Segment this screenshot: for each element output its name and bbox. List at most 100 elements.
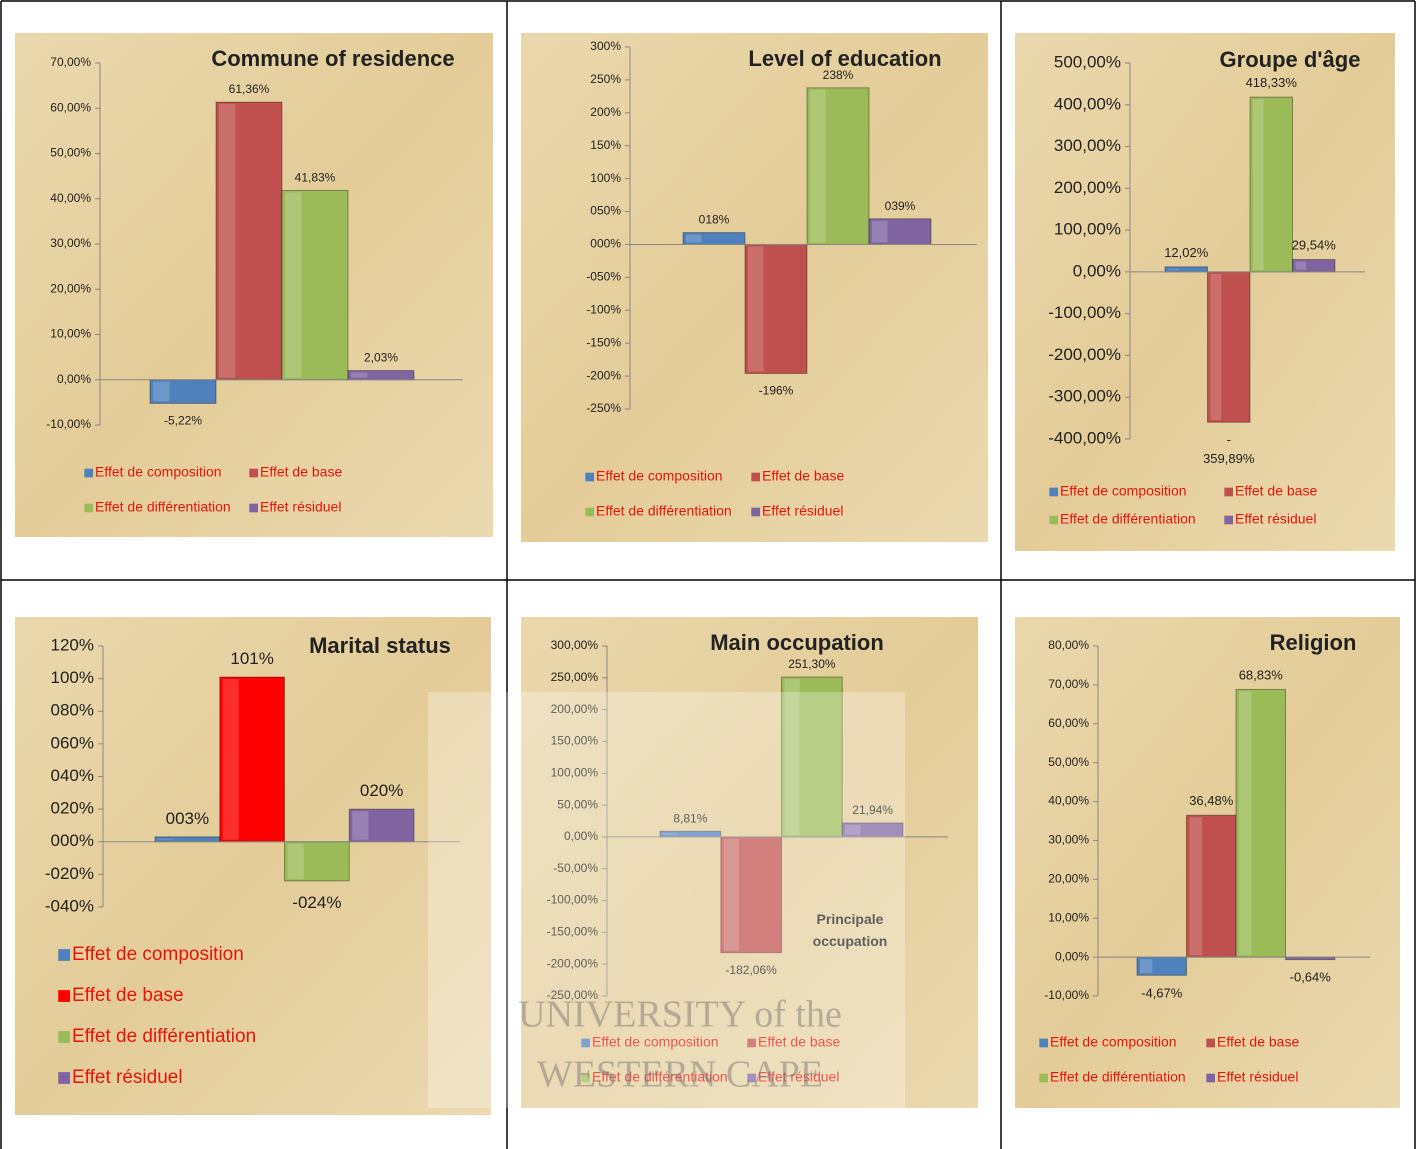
y-tick-label: -10,00% xyxy=(1044,988,1089,1002)
chart-title: Main occupation xyxy=(710,630,884,655)
value-label: 36,48% xyxy=(1189,794,1234,809)
bar-highlight xyxy=(1140,959,1153,974)
y-tick-label: 30,00% xyxy=(50,236,91,250)
y-tick-label: 70,00% xyxy=(1048,677,1089,691)
y-tick-label: 50,00% xyxy=(50,146,91,160)
y-tick-label: 10,00% xyxy=(1048,910,1089,924)
legend-label: Effet de base xyxy=(1217,1034,1299,1050)
bar-highlight xyxy=(219,104,236,378)
legend-swatch xyxy=(585,507,594,517)
bar-highlight xyxy=(1168,268,1179,270)
legend-swatch xyxy=(751,507,760,517)
legend-swatch xyxy=(1049,487,1058,497)
bar xyxy=(219,676,285,843)
y-tick-label: 150% xyxy=(590,138,621,152)
value-label: 29,54% xyxy=(1292,238,1337,253)
bar-highlight xyxy=(285,192,302,378)
legend-label: Effet de différentiation xyxy=(1050,1069,1186,1085)
chart-title: Groupe d'âge xyxy=(1220,47,1361,72)
y-tick-label: 0,00% xyxy=(57,372,91,386)
legend-swatch xyxy=(84,468,93,478)
legend-label: Effet de différentiation xyxy=(592,1069,728,1085)
watermark-veil xyxy=(428,692,905,1108)
y-tick-label: 400,00% xyxy=(1054,94,1121,113)
value-label: -359,89% xyxy=(1203,433,1255,467)
bar xyxy=(868,218,932,245)
legend-label: Effet résiduel xyxy=(1217,1069,1298,1085)
y-tick-label: -10,00% xyxy=(46,417,91,431)
legend-swatch xyxy=(747,1038,756,1048)
legend-swatch xyxy=(1224,487,1233,497)
y-tick-label: 70,00% xyxy=(50,55,91,69)
value-label: 251,30% xyxy=(788,657,836,671)
legend-swatch xyxy=(58,949,70,961)
legend-label: Effet de différentiation xyxy=(596,503,732,519)
legend-swatch xyxy=(249,468,258,478)
value-label: 238% xyxy=(823,68,854,82)
legend-label: Effet de différentiation xyxy=(1060,511,1196,527)
legend-label: Effet résiduel xyxy=(260,499,341,515)
value-label: -182,06% xyxy=(725,963,777,977)
legend-label: Effet de composition xyxy=(1050,1034,1177,1050)
y-tick-label: 300,00% xyxy=(1054,136,1121,155)
y-tick-label: -400,00% xyxy=(1048,428,1121,447)
y-tick-label: 40,00% xyxy=(50,191,91,205)
legend-label: Effet de base xyxy=(260,464,342,480)
y-tick-label: 100,00% xyxy=(1054,220,1121,239)
bar-highlight xyxy=(352,811,369,840)
y-tick-label: 250,00% xyxy=(551,670,599,684)
y-tick-label: -200% xyxy=(586,368,621,382)
legend-label: Effet de base xyxy=(762,468,844,484)
y-tick-label: 40,00% xyxy=(1048,794,1089,808)
legend-label: Effet de composition xyxy=(72,944,244,965)
bar-highlight xyxy=(158,838,175,840)
y-tick-label: -200,00% xyxy=(547,956,599,970)
y-tick-label: -150% xyxy=(586,335,621,349)
legend-swatch xyxy=(84,503,93,513)
y-tick-label: 150,00% xyxy=(551,734,599,748)
legend-swatch xyxy=(1206,1073,1215,1083)
legend-label: Effet résiduel xyxy=(758,1069,839,1085)
y-tick-label: 50,00% xyxy=(1048,755,1089,769)
bar xyxy=(1207,271,1251,423)
y-tick-label: 040% xyxy=(51,766,94,785)
value-label: 101% xyxy=(230,649,273,668)
chart: -250% -200% -150% -100% -050% 000% 050% 100% 150… xyxy=(521,33,988,542)
y-tick-label: 0,00% xyxy=(1055,949,1089,963)
bar-highlight xyxy=(1210,273,1222,421)
chart: -040% -020% 000% 020% 040% 060% 080% 100% 120% 00… xyxy=(15,617,491,1115)
y-tick-label: 060% xyxy=(51,733,94,752)
value-label: 8,81% xyxy=(673,811,707,825)
y-tick-label: 50,00% xyxy=(557,797,598,811)
chart: -250,00% -200,00% -150,00% -100,00% -50,00% 0… xyxy=(521,617,978,1108)
bar-highlight xyxy=(686,234,702,243)
legend-label: Effet de base xyxy=(1235,483,1317,499)
watermark: UNIVERSITY of the WESTERN CAPE xyxy=(428,692,905,1108)
legend-label: Effet de composition xyxy=(592,1034,719,1050)
legend-swatch xyxy=(1224,515,1233,525)
value-label: 12,02% xyxy=(1164,245,1209,260)
chart: -10,00% 0,00% 10,00% 20,00% 30,00% 40,00% 50,0… xyxy=(15,33,493,537)
legend-swatch xyxy=(58,1072,70,1084)
value-label: 21,94% xyxy=(852,803,893,817)
y-tick-label: 200% xyxy=(590,105,621,119)
value-label: 68,83% xyxy=(1239,668,1284,683)
bar-highlight xyxy=(723,838,739,951)
bar-highlight xyxy=(351,372,368,378)
bar xyxy=(1186,814,1237,958)
legend-label: Effet de composition xyxy=(1060,483,1187,499)
y-tick-label: 000% xyxy=(590,237,621,251)
y-tick-label: -200,00% xyxy=(1048,345,1121,364)
value-label: 020% xyxy=(360,782,403,801)
legend-swatch xyxy=(581,1038,590,1048)
legend-label: Effet de composition xyxy=(95,464,222,480)
bar-highlight xyxy=(153,381,170,402)
y-tick-label: 500,00% xyxy=(1054,52,1121,71)
legend-swatch xyxy=(1039,1073,1048,1083)
y-tick-label: -150,00% xyxy=(547,925,599,939)
value-label: -4,67% xyxy=(1141,986,1183,1001)
bar-highlight xyxy=(1253,99,1264,270)
y-tick-label: -100,00% xyxy=(1048,303,1121,322)
value-label: -024% xyxy=(292,893,341,912)
